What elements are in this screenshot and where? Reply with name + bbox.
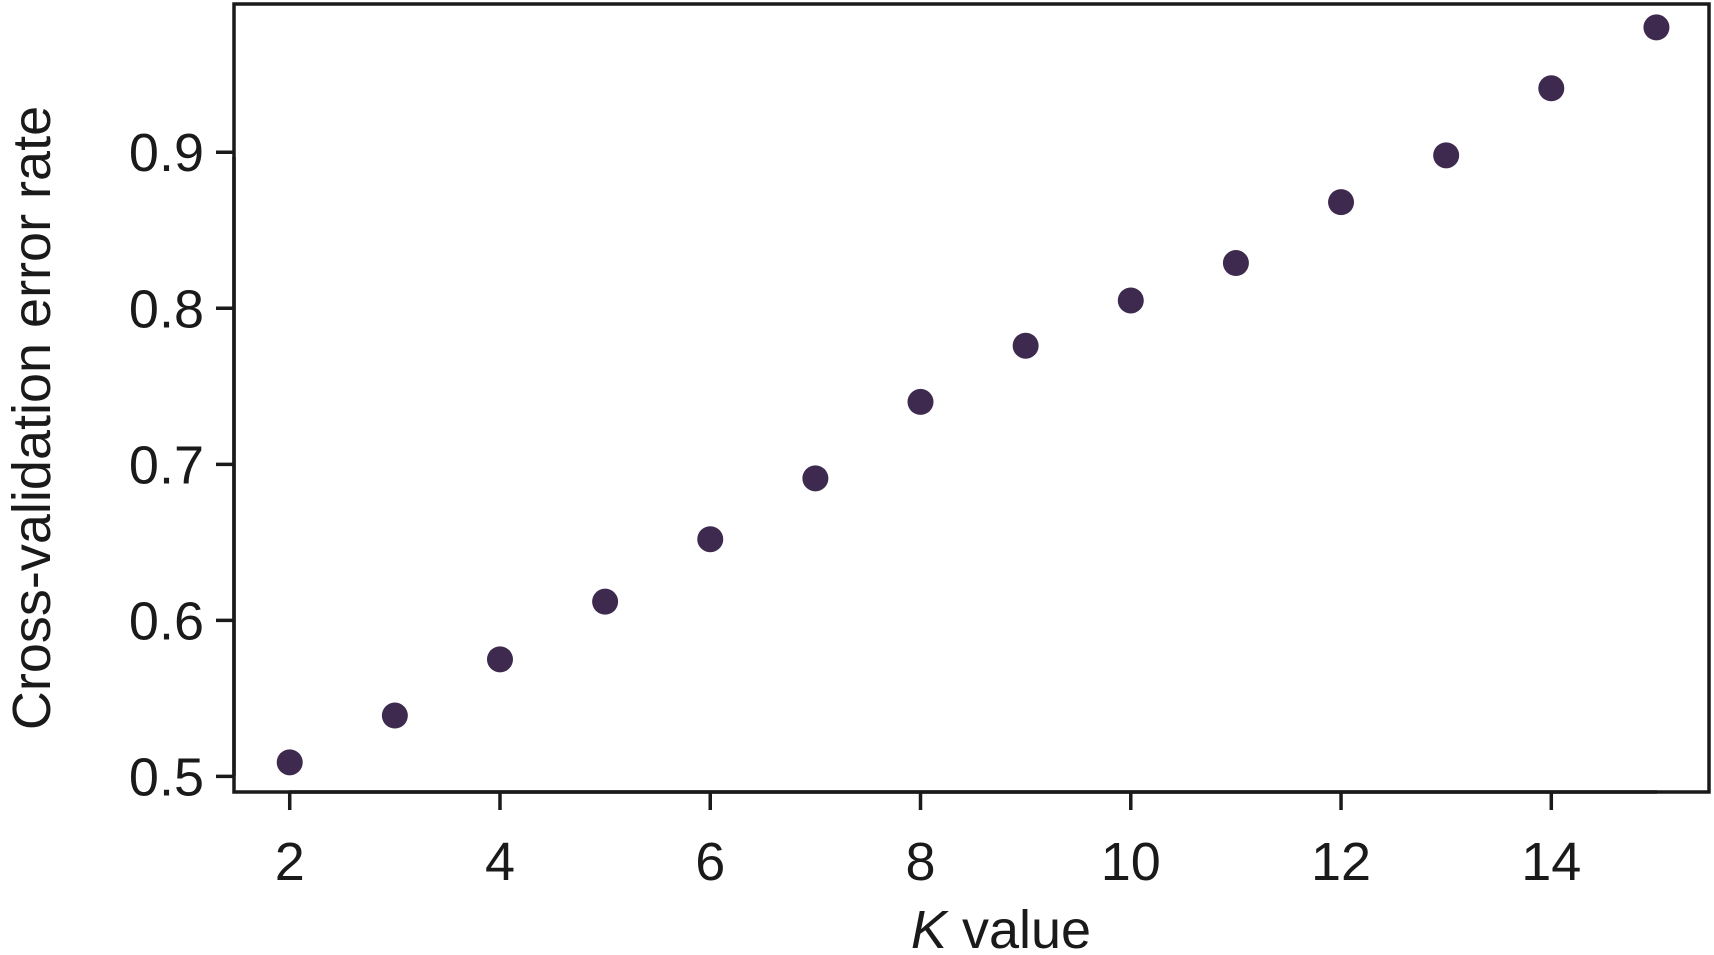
data-point [1538,75,1565,102]
x-tick-label: 4 [485,832,515,892]
y-tick-label: 0.6 [129,591,204,651]
y-axis-ticks: 0.5 0.6 0.7 0.8 0.9 [129,123,234,807]
data-point [1117,287,1144,314]
y-tick-label: 0.8 [129,279,204,339]
data-point [486,646,513,673]
data-point [907,388,934,415]
data-point [381,702,408,729]
x-tick-label: 6 [695,832,725,892]
y-tick-label: 0.5 [129,747,204,807]
x-tick-label: 10 [1101,832,1161,892]
x-tick-label: 14 [1521,832,1581,892]
data-point [592,588,619,615]
data-point [1328,189,1355,216]
data-point [276,749,303,776]
plot-frame [232,2,1711,794]
x-axis-title-italic: K [911,900,949,955]
x-axis-title: K value [911,900,1091,955]
data-point [1433,142,1460,169]
x-tick-label: 2 [275,832,305,892]
data-point [802,465,829,492]
x-tick-label: 8 [905,832,935,892]
data-points [276,14,1670,776]
data-point [1643,14,1670,41]
y-tick-label: 0.7 [129,435,204,495]
y-tick-label: 0.9 [129,123,204,183]
x-axis-title-rest: value [947,900,1091,955]
data-point [697,526,724,553]
y-axis-title: Cross-validation error rate [2,106,62,730]
data-point [1222,250,1249,277]
x-axis-ticks: 2 4 6 8 10 12 14 [275,792,1581,892]
data-point [1012,332,1039,359]
x-tick-label: 12 [1311,832,1371,892]
